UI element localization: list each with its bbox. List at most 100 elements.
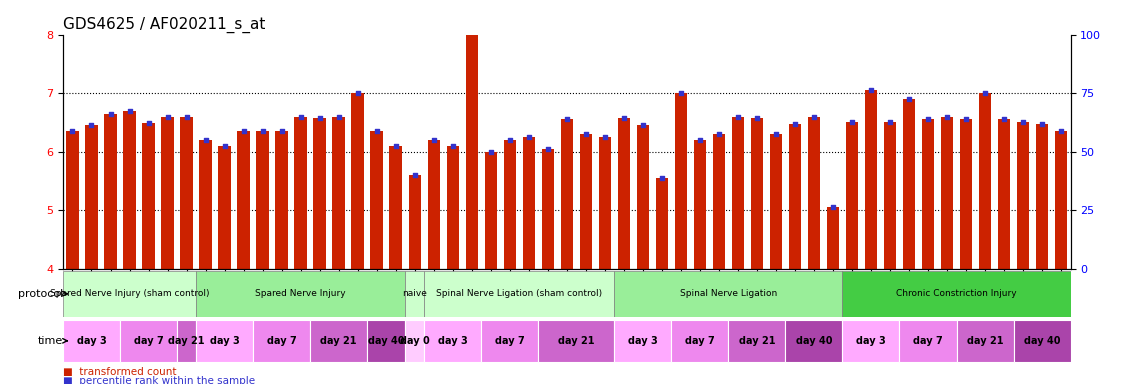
- Bar: [484, 152, 497, 269]
- Bar: [219, 146, 231, 269]
- Text: day 3: day 3: [77, 336, 106, 346]
- Bar: [504, 140, 516, 269]
- Point: [197, 137, 215, 143]
- Bar: [579, 134, 592, 269]
- Text: naive: naive: [402, 289, 427, 298]
- Text: Spared Nerve Injury: Spared Nerve Injury: [255, 289, 346, 298]
- Point: [728, 114, 747, 120]
- Point: [482, 149, 500, 155]
- Bar: [352, 93, 364, 269]
- Bar: [542, 149, 554, 269]
- Point: [633, 122, 652, 128]
- Bar: [142, 123, 155, 269]
- Bar: [615, 319, 671, 362]
- Text: Spinal Nerve Ligation (sham control): Spinal Nerve Ligation (sham control): [436, 289, 602, 298]
- Bar: [181, 117, 192, 269]
- Bar: [538, 319, 615, 362]
- Point: [82, 122, 101, 128]
- Bar: [789, 124, 802, 269]
- Bar: [120, 319, 177, 362]
- Bar: [332, 117, 345, 269]
- Point: [215, 143, 234, 149]
- Bar: [409, 175, 421, 269]
- Point: [463, 14, 481, 20]
- Bar: [199, 140, 212, 269]
- Text: ■  transformed count: ■ transformed count: [63, 367, 176, 377]
- Point: [653, 175, 671, 181]
- Point: [235, 128, 253, 134]
- Bar: [405, 319, 424, 362]
- Text: day 21: day 21: [321, 336, 357, 346]
- Text: day 3: day 3: [437, 336, 467, 346]
- Bar: [599, 137, 611, 269]
- Text: day 3: day 3: [210, 336, 239, 346]
- Point: [595, 134, 614, 140]
- Bar: [900, 319, 956, 362]
- Point: [805, 114, 823, 120]
- Bar: [960, 119, 972, 269]
- Point: [538, 146, 556, 152]
- Point: [1052, 128, 1071, 134]
- Point: [292, 114, 310, 120]
- Point: [976, 90, 994, 96]
- Point: [1033, 121, 1051, 127]
- Point: [387, 143, 405, 149]
- Text: time: time: [38, 336, 63, 346]
- Bar: [294, 117, 307, 269]
- Bar: [922, 119, 934, 269]
- Point: [558, 116, 576, 122]
- Text: day 7: day 7: [685, 336, 714, 346]
- Point: [368, 128, 386, 134]
- Point: [900, 96, 918, 102]
- Bar: [63, 271, 196, 317]
- Text: day 0: day 0: [400, 336, 429, 346]
- Bar: [177, 319, 196, 362]
- Text: day 3: day 3: [856, 336, 886, 346]
- Point: [63, 128, 81, 134]
- Point: [310, 115, 329, 121]
- Bar: [368, 319, 405, 362]
- Bar: [424, 271, 615, 317]
- Bar: [371, 131, 382, 269]
- Bar: [615, 271, 843, 317]
- Bar: [104, 114, 117, 269]
- Bar: [389, 146, 402, 269]
- Bar: [253, 319, 310, 362]
- Bar: [161, 117, 174, 269]
- Text: day 21: day 21: [966, 336, 1003, 346]
- Point: [158, 114, 176, 120]
- Bar: [712, 134, 725, 269]
- Bar: [843, 319, 900, 362]
- Bar: [196, 271, 405, 317]
- Bar: [256, 131, 269, 269]
- Text: protocol: protocol: [17, 289, 63, 299]
- Bar: [1013, 319, 1071, 362]
- Point: [918, 116, 937, 122]
- Bar: [617, 118, 630, 269]
- Bar: [310, 319, 368, 362]
- Bar: [732, 117, 744, 269]
- Bar: [314, 118, 326, 269]
- Bar: [561, 119, 572, 269]
- Bar: [846, 122, 858, 269]
- Bar: [997, 119, 1010, 269]
- Text: Spared Nerve Injury (sham control): Spared Nerve Injury (sham control): [49, 289, 210, 298]
- Bar: [751, 118, 763, 269]
- Text: day 7: day 7: [495, 336, 524, 346]
- Text: Chronic Constriction Injury: Chronic Constriction Injury: [897, 289, 1017, 298]
- Bar: [447, 146, 459, 269]
- Bar: [674, 93, 687, 269]
- Point: [615, 115, 633, 121]
- Point: [710, 131, 728, 137]
- Point: [748, 115, 766, 121]
- Point: [425, 137, 443, 143]
- Text: day 40: day 40: [796, 336, 832, 346]
- Point: [577, 131, 595, 137]
- Bar: [405, 271, 424, 317]
- Point: [120, 108, 139, 114]
- Point: [1013, 119, 1032, 126]
- Bar: [1055, 131, 1067, 269]
- Bar: [694, 140, 706, 269]
- Point: [405, 172, 424, 178]
- Bar: [522, 137, 535, 269]
